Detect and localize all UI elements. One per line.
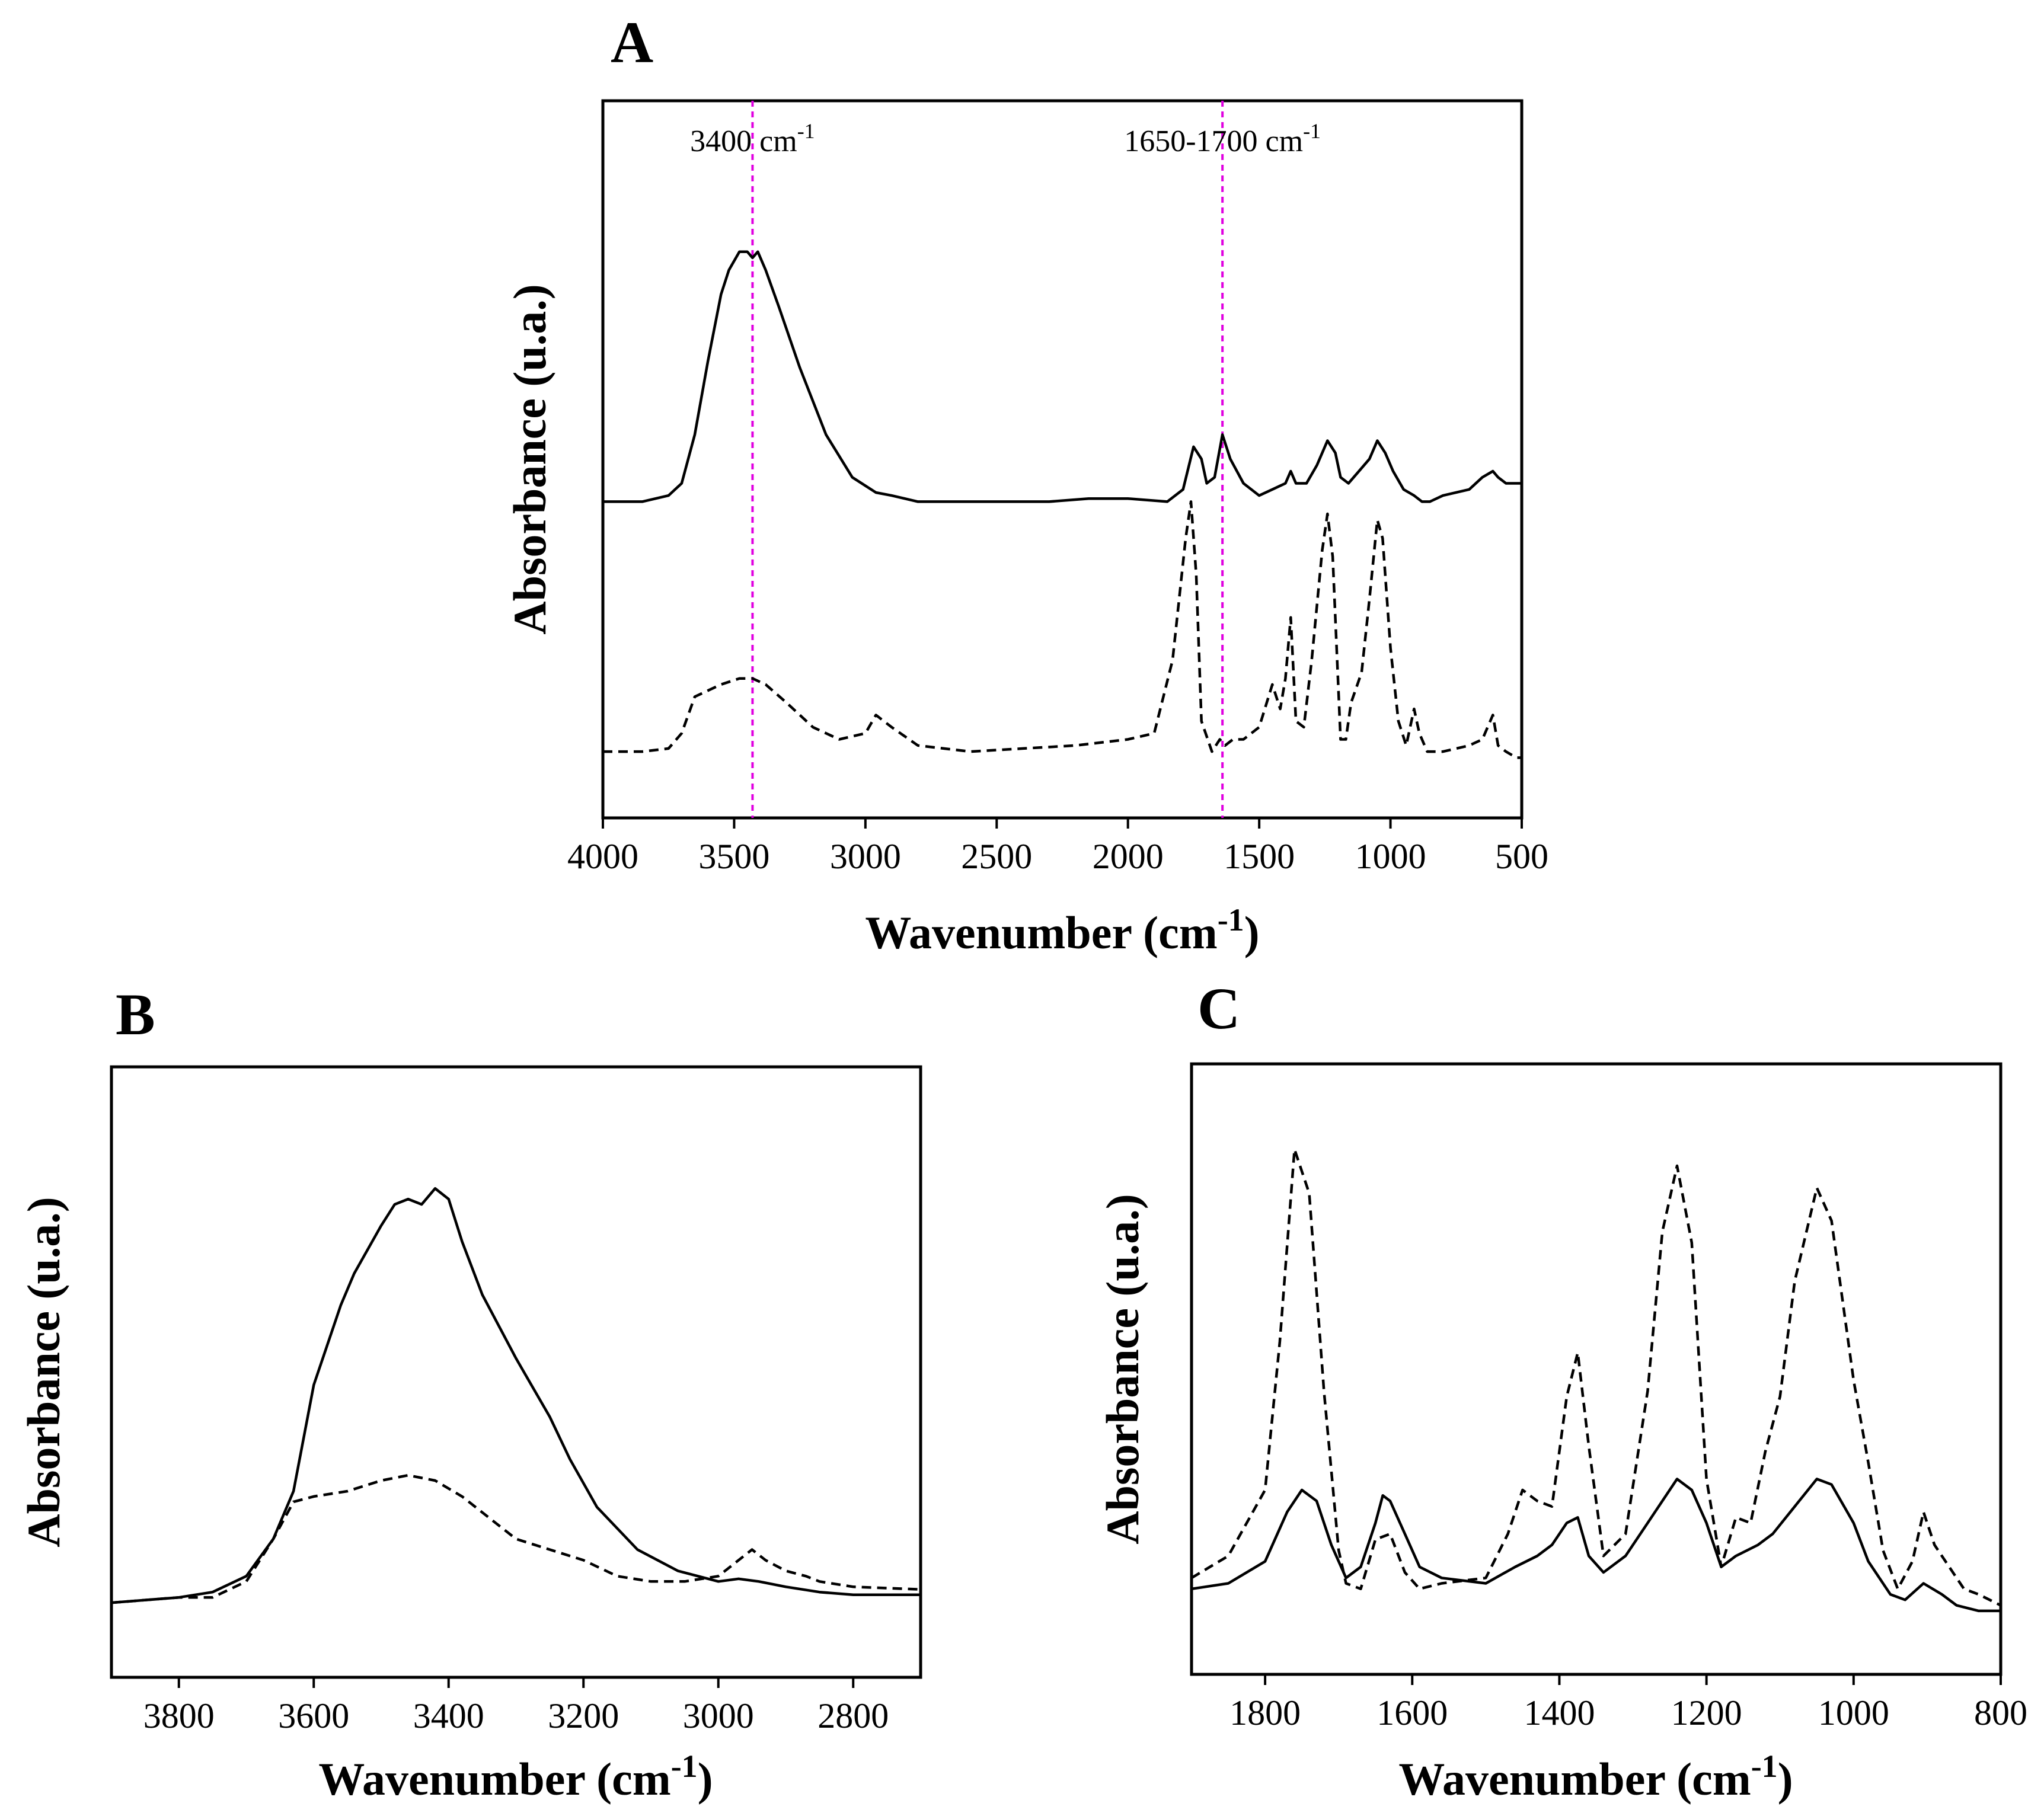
panel-b: B Wavenumber (cm-1) Absorbance (u.a.) 38… (18, 981, 922, 1805)
panel-c-x-tick-label: 1200 (1671, 1693, 1742, 1732)
panel-b-series-solid (111, 1187, 921, 1604)
panel-a-plot-frame (601, 99, 1524, 820)
panel-c-letter: C (1197, 976, 1240, 1041)
panel-c-x-tick-label: 1600 (1376, 1693, 1448, 1732)
panel-b-plot-frame (110, 1065, 922, 1679)
panel-c-x-tick-label: 1000 (1818, 1693, 1889, 1732)
panel-c: C Wavenumber (cm-1) Absorbance (u.a.) 18… (1097, 976, 2027, 1805)
panel-c-x-tick-label: 1800 (1229, 1693, 1301, 1732)
panel-c-plot-frame (1190, 1062, 2003, 1676)
panel-a-x-ticks: 4000 3500 3000 2500 2000 1500 1000 500 (567, 818, 1548, 876)
panel-c-series (1190, 1147, 2002, 1613)
panel-b-x-axis-label: Wavenumber (cm-1) (318, 1748, 713, 1805)
panel-a-series (603, 250, 1522, 759)
panel-b-x-tick-label: 3600 (278, 1696, 349, 1735)
panel-a-x-tick-label: 3000 (830, 837, 901, 876)
panel-b-series (111, 1187, 921, 1604)
panel-a-letter: A (611, 9, 653, 75)
panel-a-x-tick-label: 2000 (1093, 837, 1164, 876)
panel-b-series-dashed (111, 1473, 921, 1604)
panel-a-x-tick-label: 2500 (961, 837, 1032, 876)
panel-a-reference-lines: 3400 cm-1 1650-1700 cm-1 (690, 101, 1321, 818)
panel-b-x-tick-label: 3200 (548, 1696, 619, 1735)
panel-b-x-ticks: 3800 3600 3400 3200 3000 2800 (143, 1677, 889, 1735)
panel-c-x-ticks: 1800 1600 1400 1200 1000 800 (1229, 1674, 2027, 1732)
panel-c-series-dashed (1190, 1147, 2002, 1607)
reference-line-label-1: 3400 cm-1 (690, 119, 815, 158)
panel-c-x-tick-label: 1400 (1524, 1693, 1595, 1732)
panel-b-y-axis-label: Absorbance (u.a.) (18, 1197, 69, 1548)
panel-a-x-axis-label: Wavenumber (cm-1) (865, 902, 1259, 958)
panel-c-y-axis-label: Absorbance (u.a.) (1097, 1194, 1148, 1545)
panel-b-x-tick-label: 2800 (817, 1696, 889, 1735)
panel-a-y-axis-label: Absorbance (u.a.) (504, 284, 555, 635)
panel-a-x-tick-label: 1000 (1355, 837, 1426, 876)
panel-b-x-tick-label: 3400 (413, 1696, 484, 1735)
panel-a-x-tick-label: 1500 (1224, 837, 1295, 876)
panel-c-series-solid (1191, 1478, 2001, 1613)
panel-c-x-tick-label: 800 (1974, 1693, 2027, 1732)
reference-line-label-2: 1650-1700 cm-1 (1124, 119, 1321, 158)
panel-a-x-tick-label: 500 (1495, 837, 1548, 876)
panel-a-x-tick-label: 4000 (567, 837, 638, 876)
panel-b-x-tick-label: 3000 (683, 1696, 754, 1735)
panel-b-x-tick-label: 3800 (143, 1696, 215, 1735)
panel-b-letter: B (116, 981, 155, 1047)
panel-a-x-tick-label: 3500 (698, 837, 769, 876)
panel-c-x-axis-label: Wavenumber (cm-1) (1398, 1748, 1793, 1805)
panel-a-series-solid (603, 250, 1522, 503)
panel-a-series-dashed (603, 500, 1522, 759)
panel-a: A Wavenumber (cm-1) Absorbance (u.a.) 40… (504, 9, 1548, 958)
